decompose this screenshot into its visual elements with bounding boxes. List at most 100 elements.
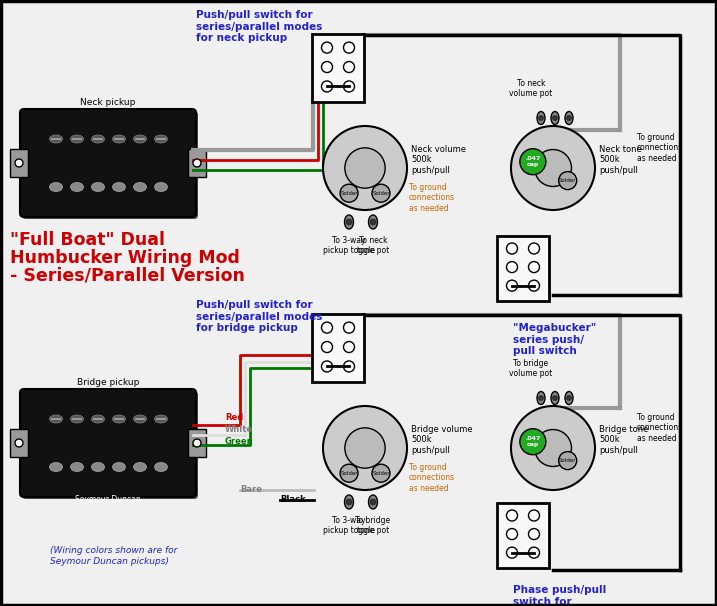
Text: To 3-way
pickup toggle: To 3-way pickup toggle [323, 516, 375, 535]
Circle shape [193, 159, 201, 167]
Ellipse shape [70, 135, 83, 143]
Bar [497, 236, 549, 301]
Ellipse shape [133, 462, 146, 471]
Text: .047
cap: .047 cap [525, 156, 541, 167]
Ellipse shape [154, 415, 168, 423]
Ellipse shape [133, 182, 146, 191]
Text: To 3-way
pickup toggle: To 3-way pickup toggle [323, 236, 375, 255]
Circle shape [559, 451, 576, 470]
Ellipse shape [537, 391, 545, 404]
Ellipse shape [113, 462, 125, 471]
Circle shape [345, 148, 385, 188]
Text: Bridge tone
500k
push/pull: Bridge tone 500k push/pull [599, 425, 648, 455]
Circle shape [193, 439, 201, 447]
Ellipse shape [369, 215, 377, 229]
Text: Solder: Solder [559, 458, 576, 463]
Ellipse shape [344, 495, 353, 509]
Ellipse shape [92, 462, 105, 471]
Circle shape [528, 262, 539, 273]
Circle shape [346, 219, 353, 225]
Circle shape [343, 81, 354, 92]
Text: Humbucker Wiring Mod: Humbucker Wiring Mod [10, 249, 240, 267]
Text: To ground
connections
as needed: To ground connections as needed [409, 183, 455, 213]
Circle shape [321, 342, 333, 353]
Circle shape [323, 406, 407, 490]
Ellipse shape [49, 462, 62, 471]
Circle shape [321, 81, 333, 92]
Text: Bare: Bare [240, 485, 262, 494]
Ellipse shape [133, 135, 146, 143]
Ellipse shape [92, 415, 105, 423]
Circle shape [340, 184, 358, 202]
Text: (Wiring colors shown are for
Seymour Duncan pickups): (Wiring colors shown are for Seymour Dun… [50, 546, 177, 565]
Circle shape [506, 547, 518, 558]
Circle shape [506, 280, 518, 291]
Ellipse shape [70, 462, 83, 471]
Text: - Series/Parallel Version: - Series/Parallel Version [10, 267, 245, 285]
Ellipse shape [92, 135, 105, 143]
Text: White: White [225, 425, 253, 435]
Text: "Megabucker"
series push/
pull switch: "Megabucker" series push/ pull switch [513, 323, 597, 356]
Circle shape [520, 148, 546, 175]
Text: To bridge
volume pot: To bridge volume pot [509, 359, 553, 378]
Circle shape [566, 115, 572, 121]
Circle shape [528, 243, 539, 254]
Ellipse shape [92, 182, 105, 191]
Circle shape [369, 499, 376, 505]
Circle shape [321, 42, 333, 53]
Text: .047
cap: .047 cap [525, 436, 541, 447]
Circle shape [15, 439, 23, 447]
Circle shape [534, 150, 571, 187]
Ellipse shape [565, 112, 573, 124]
Text: To ground
connections
as needed: To ground connections as needed [409, 463, 455, 493]
Text: Solder: Solder [372, 191, 390, 196]
Ellipse shape [369, 495, 377, 509]
FancyBboxPatch shape [22, 111, 198, 219]
Circle shape [343, 42, 354, 53]
Text: Push/pull switch for
series/parallel modes
for bridge pickup: Push/pull switch for series/parallel mod… [196, 300, 323, 333]
Text: To neck
tone pot: To neck tone pot [357, 236, 389, 255]
Text: Solder: Solder [559, 178, 576, 183]
Bar [312, 34, 364, 102]
Circle shape [372, 184, 390, 202]
Ellipse shape [537, 112, 545, 124]
Bar [497, 502, 549, 567]
Ellipse shape [49, 182, 62, 191]
Ellipse shape [113, 135, 125, 143]
Ellipse shape [154, 462, 168, 471]
Bar [312, 314, 364, 382]
Ellipse shape [551, 391, 559, 404]
Text: Push/pull switch for
series/parallel modes
for neck pickup: Push/pull switch for series/parallel mod… [196, 10, 323, 43]
Ellipse shape [113, 415, 125, 423]
Circle shape [372, 464, 390, 482]
Circle shape [15, 159, 23, 167]
Circle shape [528, 280, 539, 291]
Circle shape [345, 428, 385, 468]
Circle shape [559, 171, 576, 190]
FancyBboxPatch shape [22, 391, 198, 499]
Ellipse shape [154, 182, 168, 191]
Circle shape [528, 528, 539, 539]
Text: To bridge
tone pot: To bridge tone pot [356, 516, 391, 535]
Circle shape [534, 430, 571, 467]
Ellipse shape [70, 415, 83, 423]
Ellipse shape [154, 135, 168, 143]
Circle shape [321, 361, 333, 372]
Ellipse shape [113, 182, 125, 191]
Circle shape [340, 464, 358, 482]
Ellipse shape [133, 415, 146, 423]
Bar [10, 429, 28, 457]
Circle shape [369, 219, 376, 225]
Text: Phase push/pull
switch for
bridge pickup: Phase push/pull switch for bridge pickup [513, 585, 607, 606]
FancyBboxPatch shape [20, 389, 196, 497]
Circle shape [520, 428, 546, 454]
Ellipse shape [70, 182, 83, 191]
Text: To ground
connections
as needed: To ground connections as needed [637, 413, 683, 443]
Circle shape [528, 547, 539, 558]
Ellipse shape [551, 112, 559, 124]
Circle shape [506, 528, 518, 539]
Circle shape [343, 342, 354, 353]
Text: Neck volume
500k
push/pull: Neck volume 500k push/pull [411, 145, 466, 175]
Ellipse shape [344, 215, 353, 229]
Text: Neck tone
500k
push/pull: Neck tone 500k push/pull [599, 145, 642, 175]
